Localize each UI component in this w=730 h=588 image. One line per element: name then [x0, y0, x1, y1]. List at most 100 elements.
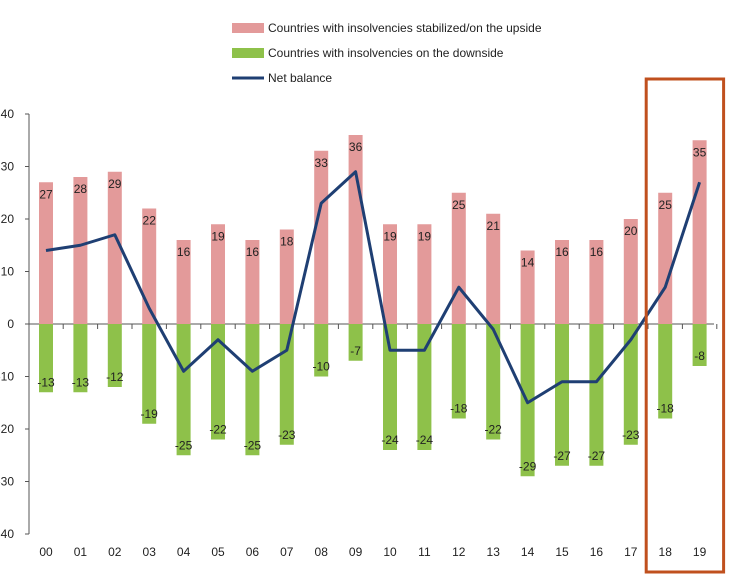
- x-tick-label: 19: [693, 545, 707, 559]
- bar-downside-11: [417, 324, 432, 450]
- bar-upside-10: [383, 224, 397, 324]
- x-tick-label: 05: [211, 545, 225, 559]
- y-tick-label: -20: [0, 422, 14, 436]
- label-downside-19: -8: [694, 349, 705, 363]
- label-upside-11: 19: [418, 229, 432, 243]
- label-downside-11: -24: [416, 433, 434, 447]
- label-upside-02: 29: [108, 177, 122, 191]
- y-tick-label: 20: [1, 212, 15, 226]
- label-upside-13: 21: [487, 219, 501, 233]
- x-tick-label: 03: [143, 545, 157, 559]
- bar-downside-03: [142, 324, 157, 424]
- bars: [39, 135, 707, 477]
- label-upside-05: 19: [211, 229, 225, 243]
- y-tick-label: -30: [0, 475, 14, 489]
- label-downside-15: -27: [553, 449, 571, 463]
- bar-upside-17: [623, 219, 638, 324]
- label-downside-06: -25: [244, 438, 262, 452]
- highlight-box: [644, 77, 726, 574]
- bar-downside-05: [211, 324, 225, 440]
- label-upside-19: 35: [693, 145, 707, 159]
- x-tick-label: 00: [39, 545, 53, 559]
- bar-downside-13: [486, 324, 501, 440]
- x-tick-label: 13: [487, 545, 501, 559]
- net-balance-line: [45, 170, 702, 405]
- highlight-rect: [644, 77, 726, 574]
- label-upside-01: 28: [74, 182, 88, 196]
- label-downside-04: -25: [175, 438, 193, 452]
- label-downside-05: -22: [209, 423, 227, 437]
- bar-upside-07: [279, 229, 294, 324]
- bar-downside-08: [314, 324, 329, 377]
- bar-upside-02: [107, 171, 122, 324]
- bar-downside-01: [73, 324, 88, 393]
- bar-upside-14: [520, 250, 535, 324]
- label-downside-12: -18: [450, 402, 468, 416]
- label-upside-07: 18: [280, 235, 294, 249]
- bar-upside-19: [692, 140, 707, 324]
- label-upside-17: 20: [624, 224, 638, 238]
- label-upside-04: 16: [177, 245, 191, 259]
- x-tick-label: 12: [452, 545, 466, 559]
- label-downside-16: -27: [588, 449, 606, 463]
- label-downside-09: -7: [350, 344, 361, 358]
- label-downside-00: -13: [37, 375, 55, 389]
- bar-upside-09: [348, 135, 363, 324]
- y-tick-label: 40: [1, 107, 15, 121]
- bar-downside-18: [658, 324, 673, 419]
- legend-label-3: Net balance: [268, 71, 332, 85]
- bar-upside-12: [451, 192, 466, 324]
- bar-downside-06: [245, 324, 260, 456]
- label-downside-02: -12: [106, 370, 124, 384]
- label-upside-06: 16: [246, 245, 260, 259]
- label-downside-08: -10: [313, 360, 331, 374]
- label-upside-12: 25: [452, 198, 466, 212]
- bar-downside-12: [451, 324, 466, 419]
- bar-upside-13: [486, 213, 501, 324]
- bar-downside-10: [383, 324, 397, 450]
- axes: [25, 113, 718, 535]
- bar-downside-15: [555, 324, 569, 466]
- label-downside-01: -13: [72, 375, 90, 389]
- x-tick-label: 17: [624, 545, 638, 559]
- label-downside-10: -24: [381, 433, 399, 447]
- bar-downside-02: [107, 324, 122, 387]
- y-tick-label: -10: [0, 370, 14, 384]
- x-tick-label: 14: [521, 545, 535, 559]
- x-tick-label: 16: [590, 545, 604, 559]
- x-tick-label: 18: [659, 545, 673, 559]
- legend-label-1: Countries with insolvencies stabilized/o…: [268, 21, 542, 35]
- label-upside-09: 36: [349, 140, 363, 154]
- bar-upside-05: [211, 224, 225, 324]
- bar-downside-07: [279, 324, 294, 445]
- legend-label-2: Countries with insolvencies on the downs…: [268, 46, 504, 60]
- bar-downside-19: [692, 324, 707, 366]
- label-downside-14: -29: [519, 459, 537, 473]
- legend: Countries with insolvencies stabilized/o…: [232, 21, 542, 85]
- bar-downside-16: [589, 324, 604, 466]
- tick-labels: -40 -30 -20 -10 0 10 20 30 40 00 01 02 03 04 05 06 07 08 0…: [0, 107, 707, 559]
- x-tick-label: 01: [74, 545, 88, 559]
- bar-downside-17: [623, 324, 638, 445]
- bar-downside-09: [348, 324, 363, 361]
- label-downside-13: -22: [485, 423, 503, 437]
- bar-upside-00: [39, 182, 53, 324]
- label-upside-18: 25: [659, 198, 673, 212]
- label-downside-18: -18: [657, 402, 675, 416]
- bar-downside-00: [39, 324, 53, 393]
- x-tick-label: 02: [108, 545, 122, 559]
- label-upside-14: 14: [521, 256, 535, 270]
- y-tick-label: -40: [0, 527, 14, 541]
- y-tick-label: 10: [1, 265, 15, 279]
- bar-upside-06: [245, 240, 260, 324]
- legend-swatch-1: [232, 23, 264, 33]
- bar-upside-08: [314, 150, 329, 324]
- bar-upside-18: [658, 192, 673, 324]
- x-tick-label: 10: [383, 545, 397, 559]
- label-downside-07: -23: [278, 428, 296, 442]
- x-tick-label: 11: [418, 545, 431, 559]
- bar-upside-16: [589, 240, 604, 324]
- label-upside-00: 27: [39, 187, 53, 201]
- bar-upside-03: [142, 208, 157, 324]
